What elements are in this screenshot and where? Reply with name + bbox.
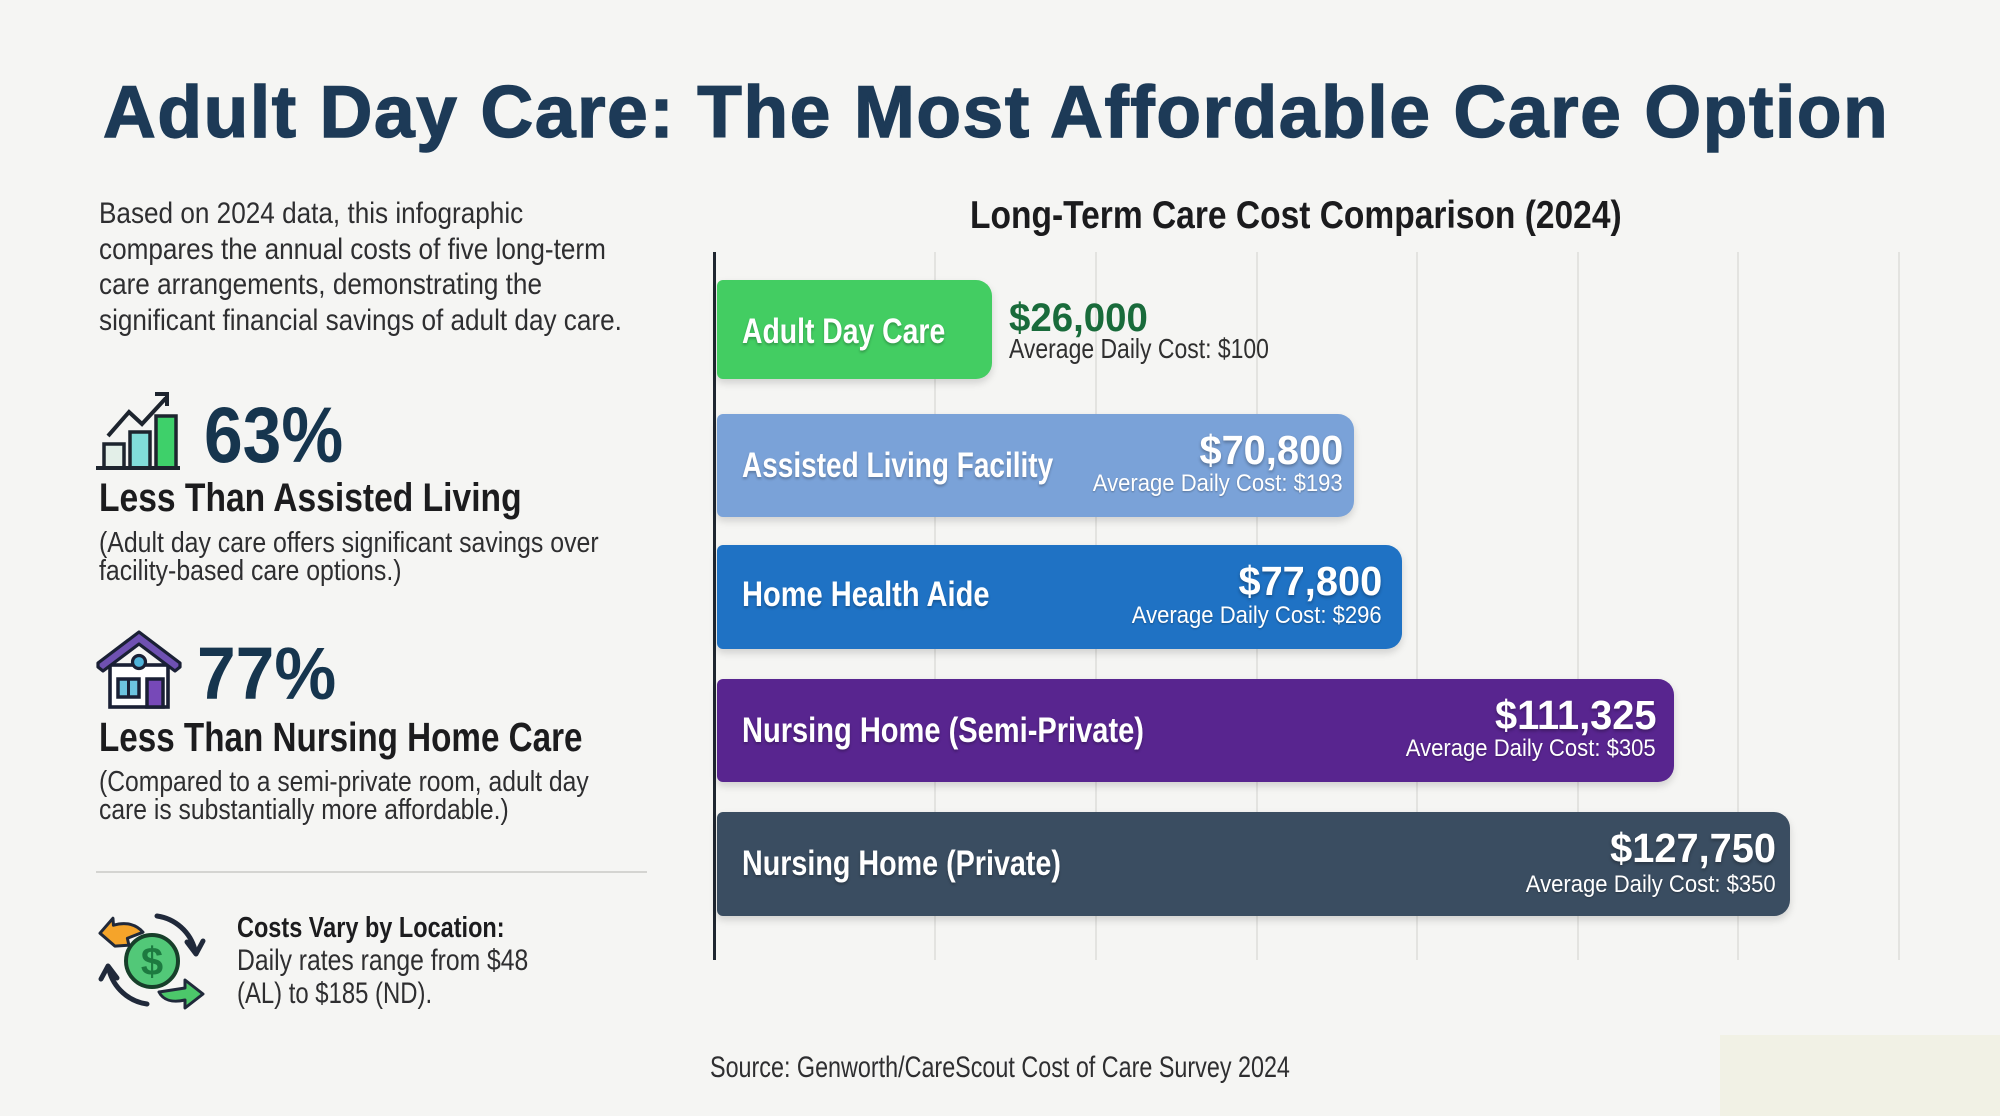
svg-text:$: $ [141, 940, 163, 984]
